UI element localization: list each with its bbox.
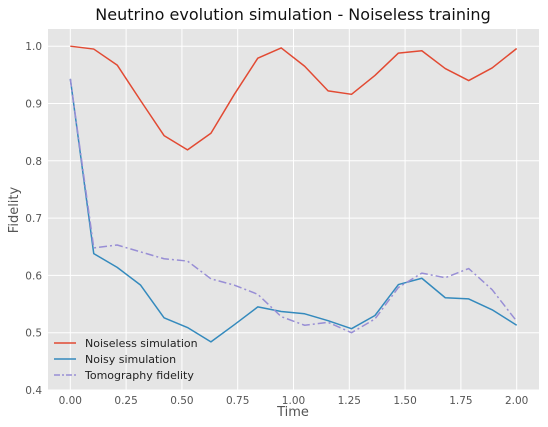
- chart-title: Neutrino evolution simulation - Noiseles…: [95, 5, 490, 24]
- y-tick-label: 0.4: [25, 385, 42, 397]
- series-line-noisy-simulation: [69, 78, 518, 343]
- x-tick-label: 0.25: [114, 395, 137, 407]
- y-tick-label: 0.7: [25, 213, 42, 225]
- y-tick-label: 0.8: [25, 156, 42, 168]
- grid-lines: [48, 29, 539, 391]
- x-axis-label: Time: [276, 405, 309, 420]
- x-tick-label: 1.50: [393, 395, 416, 407]
- legend-label: Noisy simulation: [85, 353, 176, 366]
- x-tick-label: 2.00: [505, 395, 528, 407]
- x-tick-label: 0.00: [59, 395, 82, 407]
- y-axis-ticks: 0.4 0.5 0.6 0.7 0.8 0.9 1.0: [25, 41, 42, 397]
- y-tick-label: 0.6: [25, 270, 42, 282]
- x-tick-label: 1.00: [282, 395, 305, 407]
- y-tick-label: 0.9: [25, 98, 42, 110]
- series-layer: [69, 45, 518, 343]
- y-axis-label: Fidelity: [7, 186, 22, 233]
- series-line-noiseless-simulation: [70, 45, 518, 151]
- y-tick-label: 1.0: [25, 41, 42, 53]
- legend-label: Noiseless simulation: [85, 337, 198, 350]
- x-tick-label: 1.25: [338, 395, 361, 407]
- x-tick-label: 0.75: [226, 395, 249, 407]
- legend-label: Tomography fidelity: [84, 369, 194, 382]
- x-tick-label: 1.75: [449, 395, 472, 407]
- x-axis-ticks: 0.00 0.25 0.50 0.75 1.00 1.25 1.50 1.75 2.00: [59, 395, 529, 407]
- x-tick-label: 0.50: [170, 395, 193, 407]
- series-line-tomography-fidelity: [69, 78, 518, 334]
- y-tick-label: 0.5: [25, 328, 42, 340]
- legend: Noiseless simulation Noisy simulation Tomo…: [54, 337, 198, 382]
